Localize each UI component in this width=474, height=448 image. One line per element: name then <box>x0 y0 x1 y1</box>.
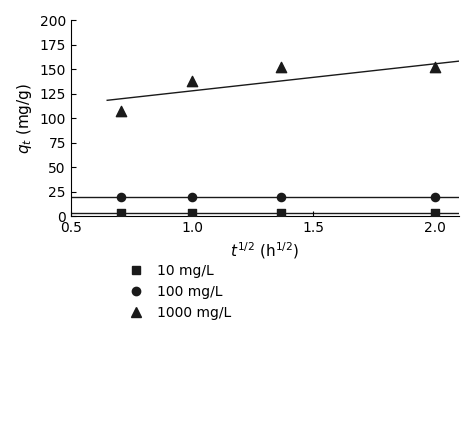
X-axis label: $t^{1/2}$ (h$^{1/2}$): $t^{1/2}$ (h$^{1/2}$) <box>230 241 300 262</box>
10 mg/L <box>277 210 285 217</box>
100 mg/L <box>431 193 438 200</box>
10 mg/L <box>431 210 438 217</box>
1000 mg/L <box>188 78 196 85</box>
100 mg/L <box>277 193 285 200</box>
Y-axis label: $q_t$ (mg/g): $q_t$ (mg/g) <box>15 83 34 154</box>
10 mg/L <box>117 210 125 217</box>
1000 mg/L <box>117 107 125 114</box>
100 mg/L <box>117 193 125 200</box>
100 mg/L <box>188 193 196 200</box>
10 mg/L <box>188 210 196 217</box>
1000 mg/L <box>277 64 285 71</box>
1000 mg/L <box>431 64 438 71</box>
Legend: 10 mg/L, 100 mg/L, 1000 mg/L: 10 mg/L, 100 mg/L, 1000 mg/L <box>117 258 237 326</box>
